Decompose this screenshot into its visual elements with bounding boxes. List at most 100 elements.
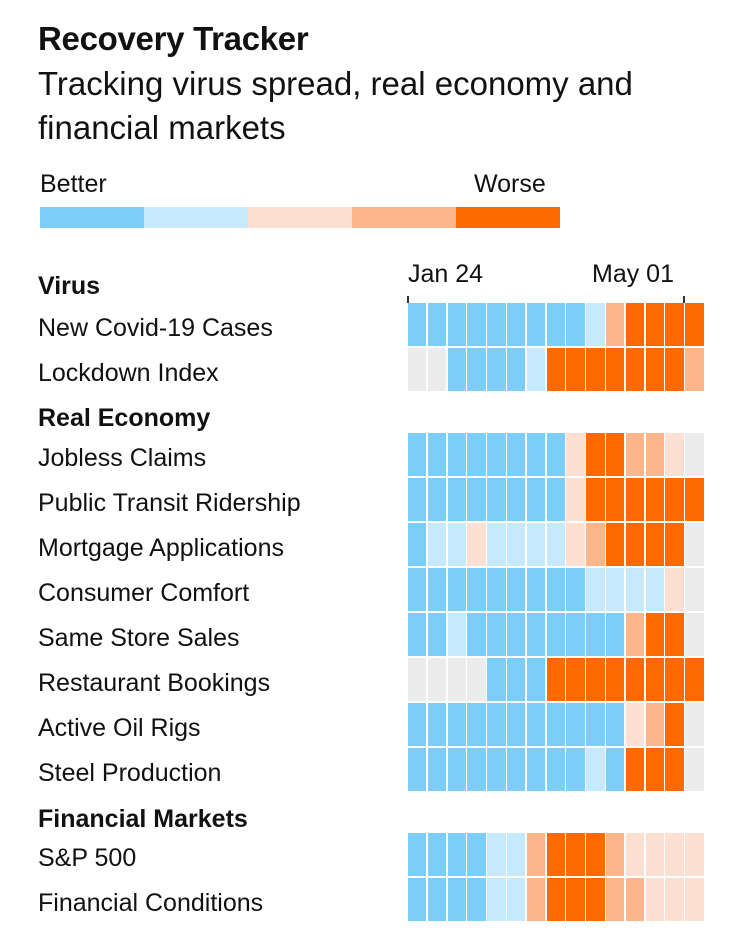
heatmap-cell [467, 878, 486, 921]
heatmap-cell [447, 613, 466, 656]
row-label-jobless-claims: Jobless Claims [38, 444, 207, 472]
heatmap-cell [507, 878, 526, 921]
heatmap-cell [507, 613, 526, 656]
row-label-mortgage-applications: Mortgage Applications [38, 534, 284, 562]
heatmap-cell [685, 613, 704, 656]
heatmap-cell [408, 348, 427, 391]
heatmap-cell [645, 433, 664, 476]
heatmap-cell [427, 613, 447, 656]
heatmap-cell [546, 478, 565, 521]
heatmap-cell [586, 703, 605, 746]
heatmap-cell [408, 878, 427, 921]
heatmap-cell [625, 878, 645, 921]
heatmap-cell [447, 658, 466, 701]
heatmap-cell [625, 348, 645, 391]
heatmap-cell [685, 568, 704, 611]
heatmap-cell [606, 748, 625, 791]
heatmap-cell [586, 878, 605, 921]
chart-title: Recovery Tracker [38, 20, 309, 57]
heatmap-cell [685, 833, 704, 876]
heatmap-cell [507, 703, 526, 746]
heatmap-cell [467, 833, 486, 876]
heatmap-cell [447, 303, 466, 346]
heatmap-cell [586, 613, 605, 656]
heatmap-cell [467, 613, 486, 656]
chart-subtitle: Tracking virus spread, real economy and … [38, 65, 633, 146]
row-label-consumer-comfort: Consumer Comfort [38, 579, 250, 607]
heatmap-cell [685, 303, 704, 346]
heatmap-cell [625, 303, 645, 346]
heatmap-cell [606, 703, 625, 746]
heatmap-cell [606, 303, 625, 346]
section-title-virus: Virus [38, 272, 101, 300]
heatmap-cell [507, 348, 526, 391]
heatmap-cell [467, 658, 486, 701]
heatmap-cell [546, 568, 565, 611]
heatmap-cell [645, 303, 664, 346]
heatmap-cell [566, 433, 585, 476]
heatmap-cell [427, 703, 447, 746]
heatmap-cell [645, 613, 664, 656]
heatmap-cell [447, 568, 466, 611]
heatmap-cell [625, 478, 645, 521]
legend-swatch-4 [352, 207, 456, 228]
heatmap-cell [586, 658, 605, 701]
x-axis-tick-start [407, 296, 409, 303]
heatmap-cell [566, 613, 585, 656]
heatmap-cell [487, 748, 506, 791]
heatmap-cell [526, 703, 546, 746]
heatmap-cell [645, 703, 664, 746]
heatmap-cell [447, 878, 466, 921]
heatmap-cell [526, 523, 546, 566]
heatmap-cell [665, 568, 684, 611]
heatmap-cell [546, 523, 565, 566]
heatmap-cell [606, 433, 625, 476]
row-label-same-store-sales: Same Store Sales [38, 624, 240, 652]
heatmap-cell [645, 658, 664, 701]
heatmap-cell [487, 703, 506, 746]
heatmap-cell [665, 613, 684, 656]
heatmap-cell [467, 568, 486, 611]
heatmap-cell [526, 348, 546, 391]
heatmap-cell [665, 878, 684, 921]
heatmap-cell [606, 878, 625, 921]
heatmap-cell [586, 748, 605, 791]
heatmap-cell [566, 303, 585, 346]
heatmap-cell [566, 748, 585, 791]
heatmap-cell [606, 523, 625, 566]
heatmap-cell [586, 523, 605, 566]
heatmap-cell [526, 833, 546, 876]
heatmap-cell [408, 658, 427, 701]
heatmap-cell [625, 433, 645, 476]
row-label-sp-500: S&P 500 [38, 844, 137, 872]
heatmap-cell [645, 348, 664, 391]
heatmap-cell [526, 433, 546, 476]
heatmap-cell [408, 833, 427, 876]
heatmap-cell [606, 658, 625, 701]
legend-color-scale [40, 207, 560, 228]
heatmap-cell [526, 613, 546, 656]
heatmap-cell [427, 568, 447, 611]
row-label-lockdown-index: Lockdown Index [38, 359, 219, 387]
heatmap-cell [546, 348, 565, 391]
row-label-restaurant-bookings: Restaurant Bookings [38, 669, 271, 697]
heatmap-cell [685, 658, 704, 701]
heatmap-cell [606, 478, 625, 521]
heatmap-cell [546, 303, 565, 346]
heatmap-cell [447, 348, 466, 391]
heatmap-cell [546, 703, 565, 746]
heatmap-cell [447, 833, 466, 876]
heatmap-cell [645, 748, 664, 791]
heatmap-cell [665, 303, 684, 346]
heatmap-cell [526, 568, 546, 611]
heatmap-cell [586, 303, 605, 346]
heatmap-cell [447, 703, 466, 746]
heatmap-cell [685, 878, 704, 921]
heatmap-cell [665, 833, 684, 876]
heatmap-cell [487, 348, 506, 391]
heatmap-cell [546, 613, 565, 656]
heatmap-cell [566, 833, 585, 876]
legend-worse-label: Worse [474, 170, 546, 198]
heatmap-cell [685, 348, 704, 391]
heatmap-cell [606, 833, 625, 876]
